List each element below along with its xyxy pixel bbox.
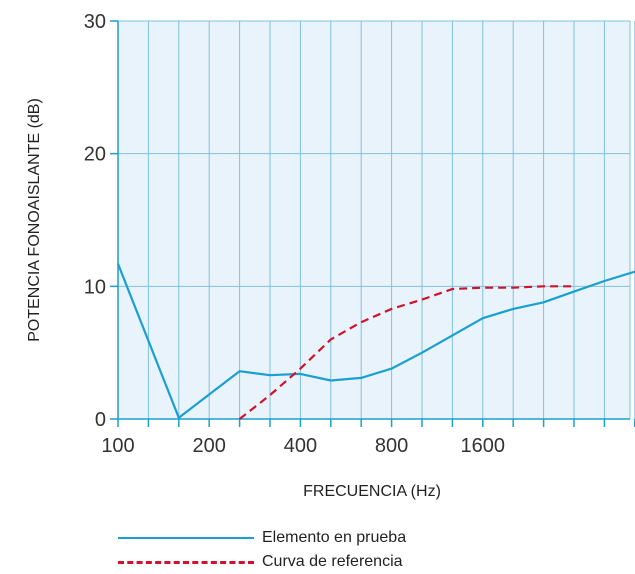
legend-swatch-dashed xyxy=(118,560,254,564)
plot-background xyxy=(118,21,630,419)
y-tick-label: 0 xyxy=(95,409,106,431)
x-tick-label: 800 xyxy=(375,435,408,457)
x-axis-title: FRECUENCIA (Hz) xyxy=(303,483,441,500)
x-tick-label: 100 xyxy=(101,435,134,457)
series-line-referencia xyxy=(238,285,574,420)
series-line-elemento xyxy=(116,263,635,419)
legend-item-referencia: Curva de referencia xyxy=(118,550,406,574)
y-axis-title: POTENCIA FONOAISLANTE (dB) xyxy=(26,98,43,342)
legend-item-elemento: Elemento en prueba xyxy=(118,526,406,550)
y-tick-label: 10 xyxy=(84,276,106,298)
y-tick-label: 20 xyxy=(84,144,106,166)
legend-label: Curva de referencia xyxy=(262,553,403,570)
legend-swatch-solid xyxy=(118,537,254,539)
x-tick-label: 200 xyxy=(193,435,226,457)
legend-label: Elemento en prueba xyxy=(262,529,407,546)
x-tick-label: 400 xyxy=(284,435,317,457)
series-group xyxy=(116,263,635,420)
legend: Elemento en prueba Curva de referencia xyxy=(118,526,406,574)
tick-labels: 0 10 20 30 100 200 400 800 1600 xyxy=(84,11,505,457)
x-tick-label: 1600 xyxy=(461,435,506,457)
y-tick-label: 30 xyxy=(84,11,106,33)
